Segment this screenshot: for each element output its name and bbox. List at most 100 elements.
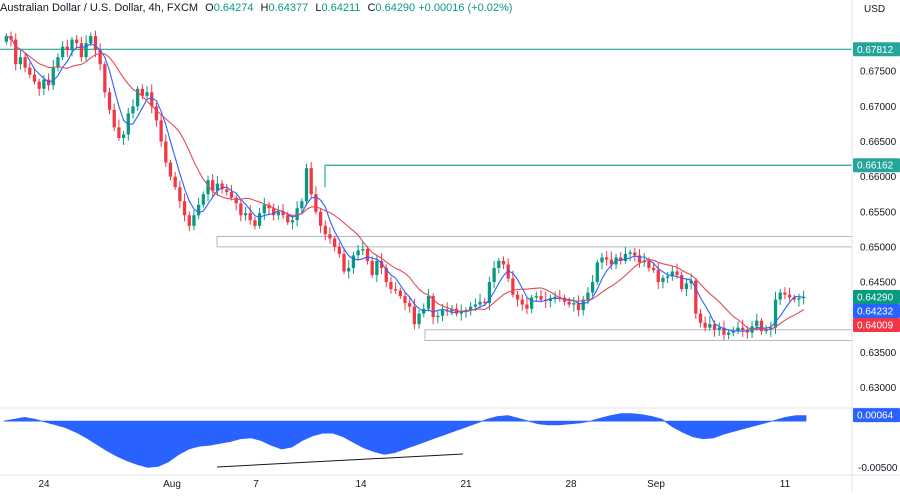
chart-legend: Australian Dollar / U.S. Dollar, 4h, FXC…: [0, 2, 512, 14]
candle: [478, 293, 482, 309]
candle: [342, 247, 346, 275]
candle: [581, 295, 585, 316]
candle: [539, 289, 543, 303]
candle: [56, 53, 60, 72]
candle-body: [32, 74, 37, 82]
price-label: 0.67812: [857, 45, 894, 56]
candle-body: [741, 327, 745, 330]
candle-body: [525, 304, 529, 309]
candle-body: [267, 204, 271, 209]
candle: [558, 289, 562, 302]
candle-body: [234, 197, 238, 204]
candle: [314, 186, 318, 215]
candle: [295, 201, 299, 227]
candle: [196, 197, 201, 219]
candle: [333, 235, 337, 252]
candle-body: [689, 280, 693, 284]
candle-body: [539, 296, 543, 300]
candle: [642, 253, 646, 267]
candle-body: [89, 36, 93, 44]
candle: [511, 270, 515, 298]
candle-body: [272, 208, 276, 216]
candle-body: [286, 215, 290, 223]
candle-body: [206, 180, 210, 195]
candle: [370, 256, 374, 278]
candle-body: [469, 306, 473, 311]
candle-body: [150, 92, 154, 107]
candle-body: [694, 280, 698, 314]
candle: [633, 248, 637, 262]
candle-body: [196, 204, 201, 216]
candle: [211, 173, 215, 197]
time-tick-label: Aug: [163, 479, 181, 490]
candle: [150, 84, 154, 114]
candle-body: [680, 275, 684, 290]
candle-body: [600, 257, 604, 263]
candle-body: [164, 141, 168, 163]
candle: [300, 198, 304, 214]
candle-body: [79, 43, 84, 58]
candle: [4, 33, 8, 45]
time-tick-label: 24: [38, 479, 50, 490]
candle-body: [393, 289, 398, 291]
candle: [173, 172, 177, 190]
candle-body: [778, 292, 782, 300]
candle: [628, 249, 632, 261]
candle-body: [553, 296, 557, 299]
candle-body: [656, 270, 660, 283]
candle-body: [684, 283, 689, 290]
candle: [267, 201, 271, 215]
trendline-layer: [216, 453, 464, 468]
price-label: 0.66162: [857, 161, 894, 172]
candle: [609, 251, 614, 270]
currency-label: USD: [864, 4, 885, 15]
candle: [567, 297, 571, 308]
candle: [666, 271, 670, 284]
candle: [347, 260, 351, 279]
candle-body: [75, 39, 79, 44]
candle: [497, 258, 501, 274]
time-axis-layer: 24 Aug 7 14 21 28 Sep 11: [38, 479, 790, 490]
candle-body: [117, 127, 121, 138]
candle-body: [14, 39, 18, 65]
candle-body: [201, 194, 205, 205]
candle-body: [248, 213, 252, 221]
candle-body: [351, 255, 356, 268]
candle-body: [229, 192, 234, 198]
candle: [436, 311, 440, 324]
candle: [309, 162, 313, 198]
candle-body: [4, 36, 8, 42]
candle: [572, 296, 576, 312]
candle-body: [211, 180, 215, 191]
candle-body: [633, 252, 637, 256]
candle: [393, 282, 398, 295]
candle: [759, 317, 764, 335]
oscillator-area: [3, 413, 807, 468]
candle: [154, 102, 159, 127]
high-label: H: [260, 2, 269, 14]
candle-body: [426, 296, 431, 309]
candle-body: [586, 292, 590, 300]
fast-moving-average: [6, 35, 804, 332]
candle-body: [515, 294, 520, 300]
candle-body: [473, 304, 477, 307]
price-tick-label: 0.65000: [860, 242, 897, 253]
candle-body: [619, 257, 623, 261]
candle: [60, 41, 65, 60]
candle-body: [328, 234, 332, 239]
candle: [698, 309, 703, 328]
candle-body: [708, 324, 712, 328]
candle-body: [257, 213, 262, 226]
candle-body: [131, 106, 135, 114]
oscillator-layer: [3, 413, 807, 468]
candle-body: [787, 294, 792, 298]
candle-body: [140, 88, 144, 96]
candle-body: [65, 46, 69, 51]
candle-body: [192, 215, 196, 226]
price-tick-label: 0.64500: [860, 278, 897, 289]
candle: [445, 302, 449, 317]
candle: [239, 198, 243, 222]
